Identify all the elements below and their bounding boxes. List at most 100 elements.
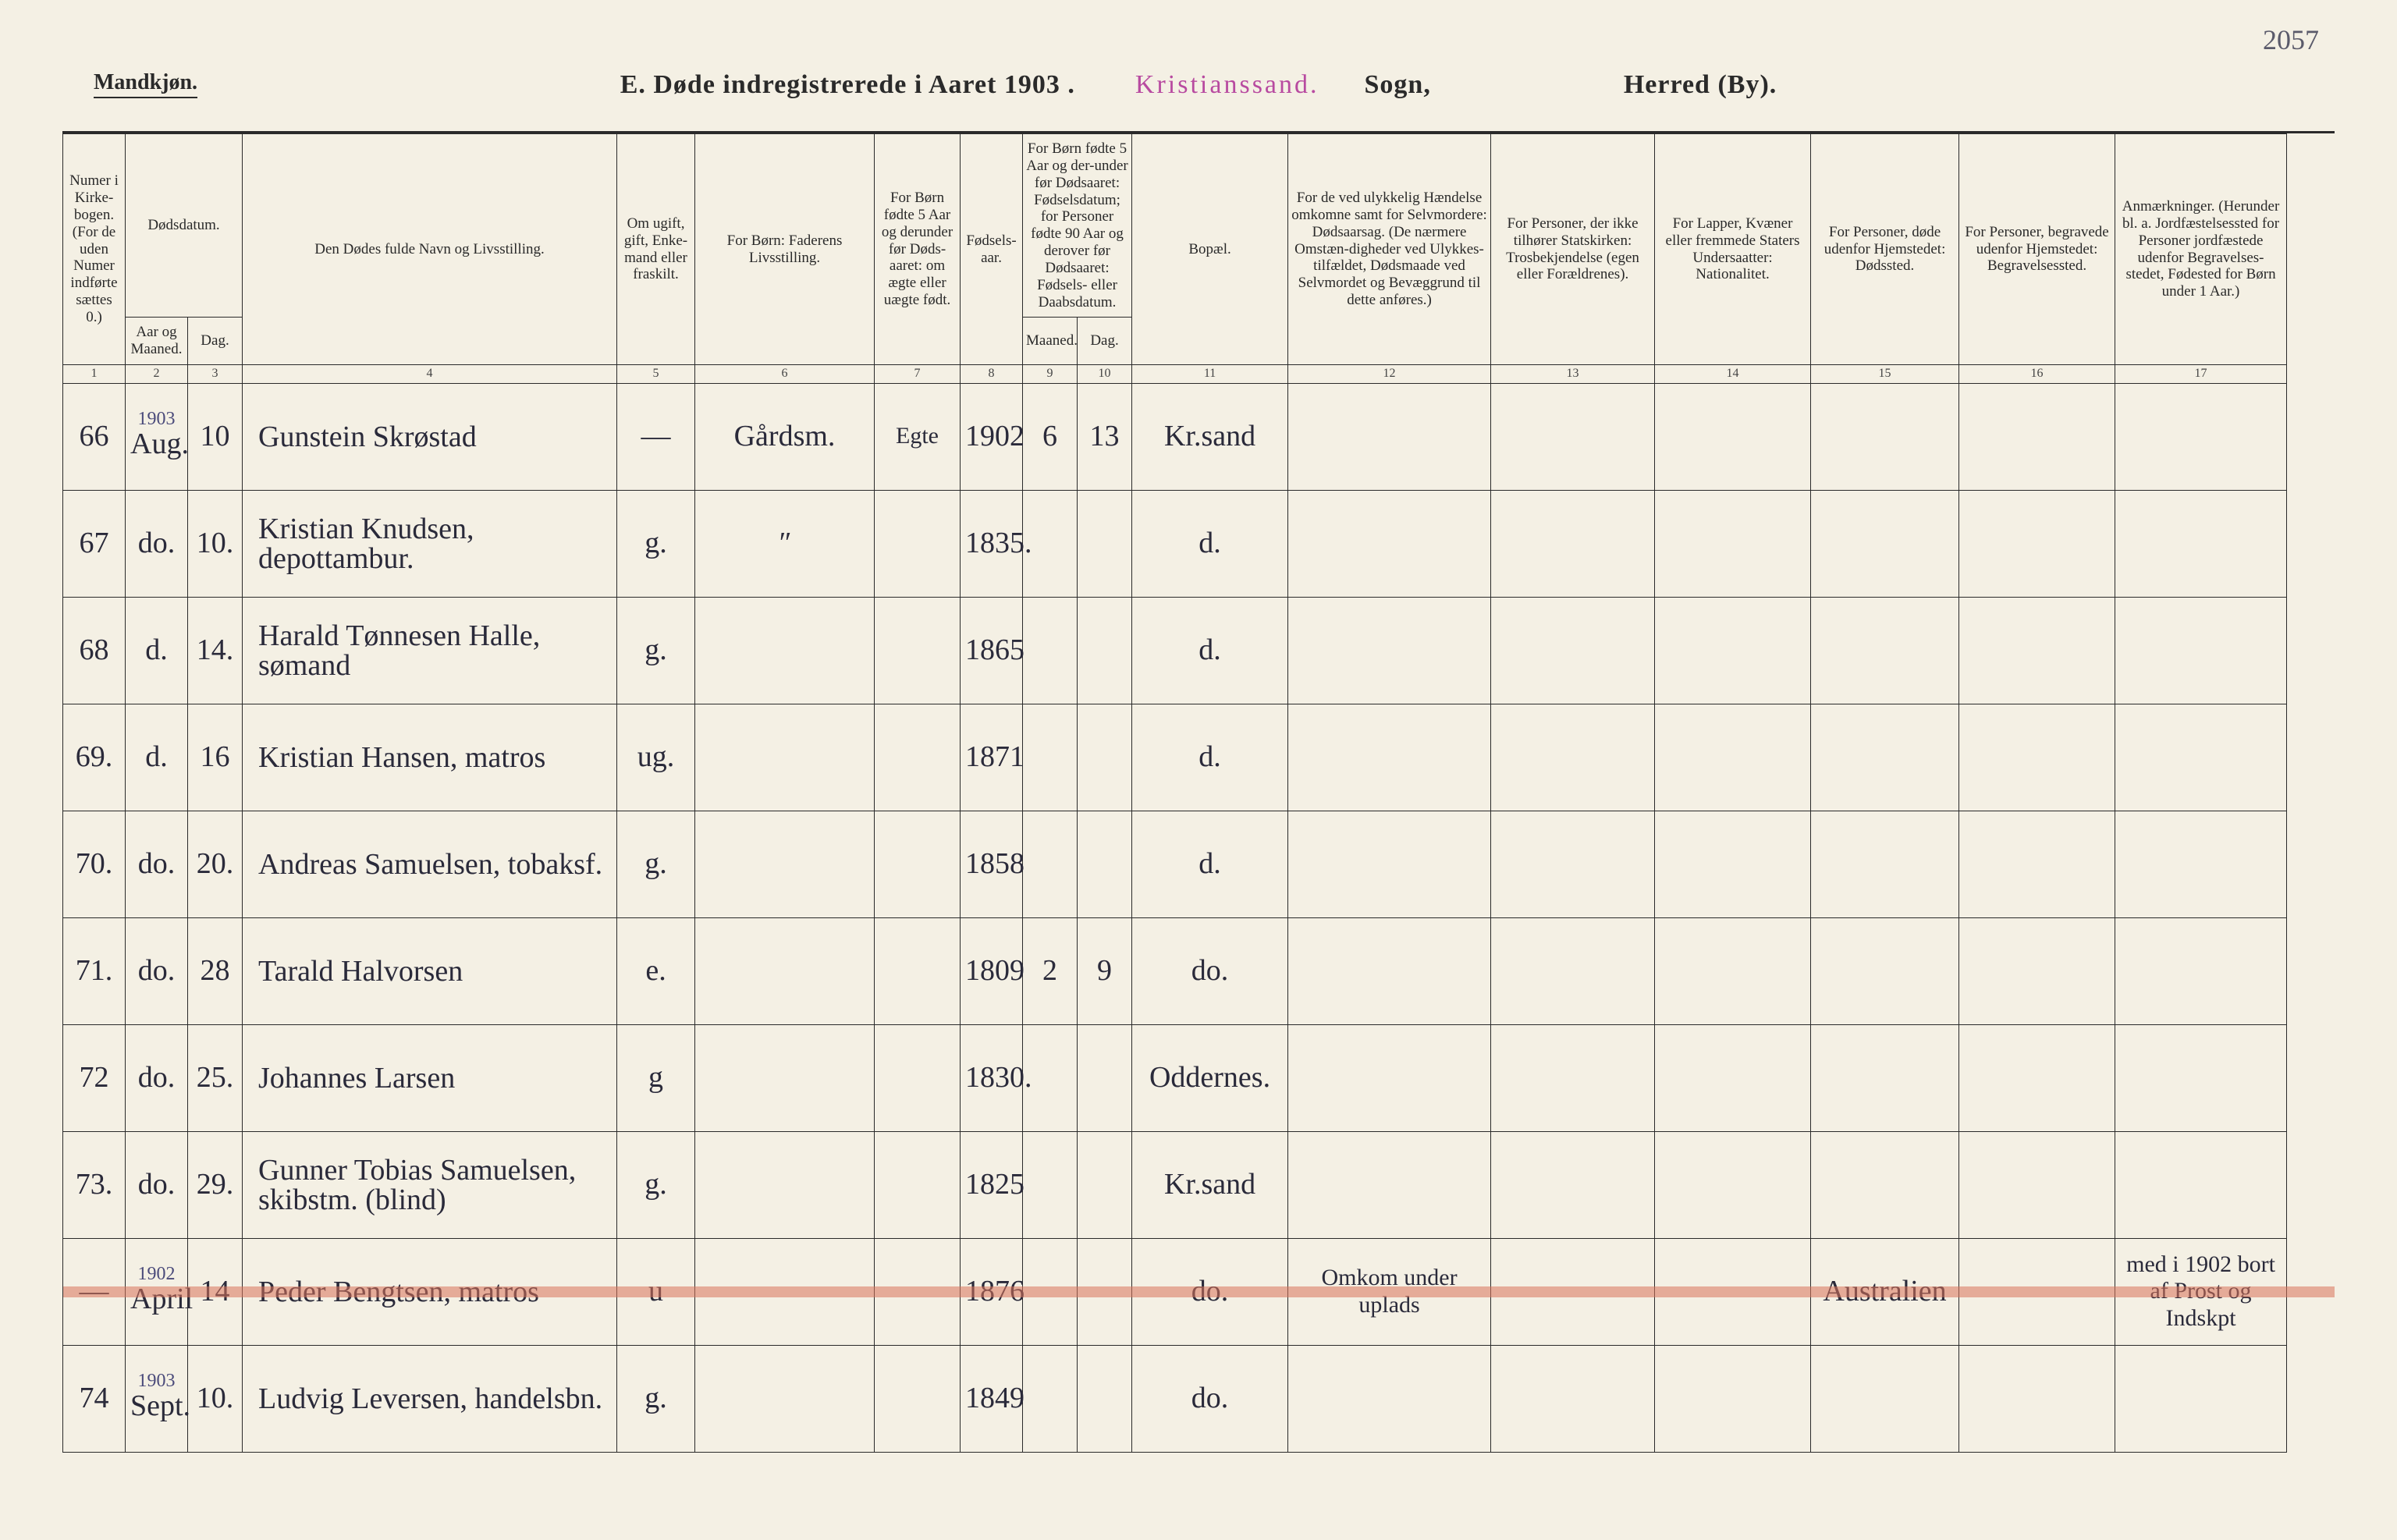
cell <box>1811 490 1959 597</box>
table-body: 661903Aug.10Gunstein Skrøstad—Gårdsm.Egt… <box>63 383 2335 1452</box>
cell <box>2115 1024 2287 1131</box>
cell <box>1491 1345 1655 1452</box>
cell: 10. <box>188 1345 243 1452</box>
cell: g. <box>617 1345 695 1452</box>
cell: g. <box>617 811 695 917</box>
colnum: 1 <box>63 365 126 383</box>
cell <box>2115 383 2287 490</box>
cell-month: do. <box>126 1024 188 1131</box>
ledger-table: Numer i Kirke-bogen. (For de uden Numer … <box>62 133 2335 1453</box>
cell: 25. <box>188 1024 243 1131</box>
cell: g <box>617 1024 695 1131</box>
cell <box>1811 597 1959 704</box>
cell: Kr.sand <box>1132 1131 1288 1238</box>
cell: 29. <box>188 1131 243 1238</box>
cell: Ludvig Leversen, handelsbn. <box>243 1345 617 1452</box>
cell <box>1811 1024 1959 1131</box>
cell: Gunner Tobias Samuelsen, skibstm. (blind… <box>243 1131 617 1238</box>
cell <box>1288 1345 1491 1452</box>
cell <box>1491 704 1655 811</box>
sogn-label: Sogn, <box>1365 70 1431 99</box>
cell <box>1078 490 1132 597</box>
col-header-remarks: Anmærkninger. (Herunder bl. a. Jordfæste… <box>2115 134 2287 365</box>
cell <box>2115 1345 2287 1452</box>
cell <box>695 811 875 917</box>
cell: 67 <box>63 490 126 597</box>
cell: 10. <box>188 490 243 597</box>
cell <box>1491 383 1655 490</box>
cell-month: d. <box>126 704 188 811</box>
page-number: 2057 <box>2263 23 2319 56</box>
cell: 20. <box>188 811 243 917</box>
cell <box>2115 490 2287 597</box>
cell: 72 <box>63 1024 126 1131</box>
col-header-nationality: For Lapper, Kvæner eller fremmede Stater… <box>1655 134 1811 365</box>
cell: 1871 <box>961 704 1023 811</box>
cell <box>1959 811 2115 917</box>
cell <box>1655 917 1811 1024</box>
cell <box>1811 704 1959 811</box>
cell <box>1959 1345 2115 1452</box>
cell <box>1491 1024 1655 1131</box>
cell: 71. <box>63 917 126 1024</box>
cell <box>1655 1131 1811 1238</box>
cell <box>1655 704 1811 811</box>
cell: 1876 <box>961 1238 1023 1345</box>
cell <box>1023 1238 1078 1345</box>
cell: 1830. <box>961 1024 1023 1131</box>
col-header-status: Om ugift, gift, Enke-mand eller fraskilt… <box>617 134 695 365</box>
cell <box>1288 1024 1491 1131</box>
cell: d. <box>1132 597 1288 704</box>
col-header-burial: For Personer, begravede udenfor Hjemsted… <box>1959 134 2115 365</box>
colnum: 9 <box>1023 365 1078 383</box>
table-row: 661903Aug.10Gunstein Skrøstad—Gårdsm.Egt… <box>63 383 2335 490</box>
cell: — <box>617 383 695 490</box>
cell: Andreas Samuelsen, tobaksf. <box>243 811 617 917</box>
colnum: 8 <box>961 365 1023 383</box>
colnum: 11 <box>1132 365 1288 383</box>
cell <box>1811 1131 1959 1238</box>
cell: Kristian Knudsen, depottambur. <box>243 490 617 597</box>
cell <box>2115 1131 2287 1238</box>
cell: Gårdsm. <box>695 383 875 490</box>
cell: 14 <box>188 1238 243 1345</box>
cell <box>875 1345 961 1452</box>
cell: d. <box>1132 490 1288 597</box>
cell: e. <box>617 917 695 1024</box>
cell-month: 1903Aug. <box>126 383 188 490</box>
cell <box>875 1024 961 1131</box>
cell <box>875 597 961 704</box>
ledger-page: 2057 Mandkjøn. E. Døde indregistrerede i… <box>0 0 2397 1540</box>
cell <box>1959 1024 2115 1131</box>
cell: Kristian Hansen, matros <box>243 704 617 811</box>
cell: 14. <box>188 597 243 704</box>
cell: 6 <box>1023 383 1078 490</box>
cell <box>1288 1131 1491 1238</box>
cell <box>1491 917 1655 1024</box>
cell <box>1078 1238 1132 1345</box>
cell: Harald Tønnesen Halle, sømand <box>243 597 617 704</box>
cell: ʺ <box>695 490 875 597</box>
cell <box>1023 704 1078 811</box>
cell-month: do. <box>126 490 188 597</box>
table-row: 71.do.28Tarald Halvorsene.180929do. <box>63 917 2335 1024</box>
cell <box>875 490 961 597</box>
cell: 1835. <box>961 490 1023 597</box>
cell <box>1491 1238 1655 1345</box>
cell <box>695 1345 875 1452</box>
cell: 1849 <box>961 1345 1023 1452</box>
cell: 70. <box>63 811 126 917</box>
cell <box>1959 1238 2115 1345</box>
table-header: Numer i Kirke-bogen. (For de uden Numer … <box>63 134 2335 384</box>
cell <box>1811 1345 1959 1452</box>
colnum: 13 <box>1491 365 1655 383</box>
cell <box>1078 704 1132 811</box>
cell <box>1811 917 1959 1024</box>
cell: Australien <box>1811 1238 1959 1345</box>
parish-stamp: Kristianssand. <box>1120 70 1335 99</box>
col-header-father: For Børn: Faderens Livsstilling. <box>695 134 875 365</box>
cell <box>1288 917 1491 1024</box>
table-row: 72do.25.Johannes Larseng1830.Oddernes. <box>63 1024 2335 1131</box>
col-header-name: Den Dødes fulde Navn og Livsstilling. <box>243 134 617 365</box>
cell <box>1959 597 2115 704</box>
